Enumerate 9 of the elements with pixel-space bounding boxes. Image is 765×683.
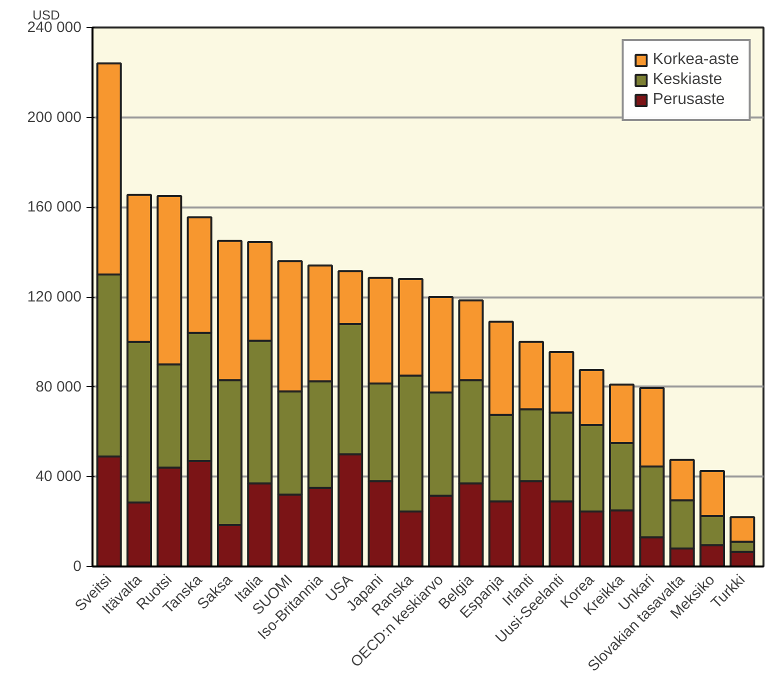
y-tick-label: 200 000 xyxy=(27,108,82,126)
legend-label: Perusaste xyxy=(652,91,725,109)
y-tick-label: 120 000 xyxy=(27,288,82,306)
y-tick-label: 80 000 xyxy=(36,378,82,396)
legend-label: Korkea-aste xyxy=(652,51,739,69)
y-tick-label: 40 000 xyxy=(36,468,82,486)
legend-label: Keskiaste xyxy=(652,71,722,89)
y-tick-label: 0 xyxy=(73,558,82,575)
y-tick-label: 160 000 xyxy=(27,198,82,216)
